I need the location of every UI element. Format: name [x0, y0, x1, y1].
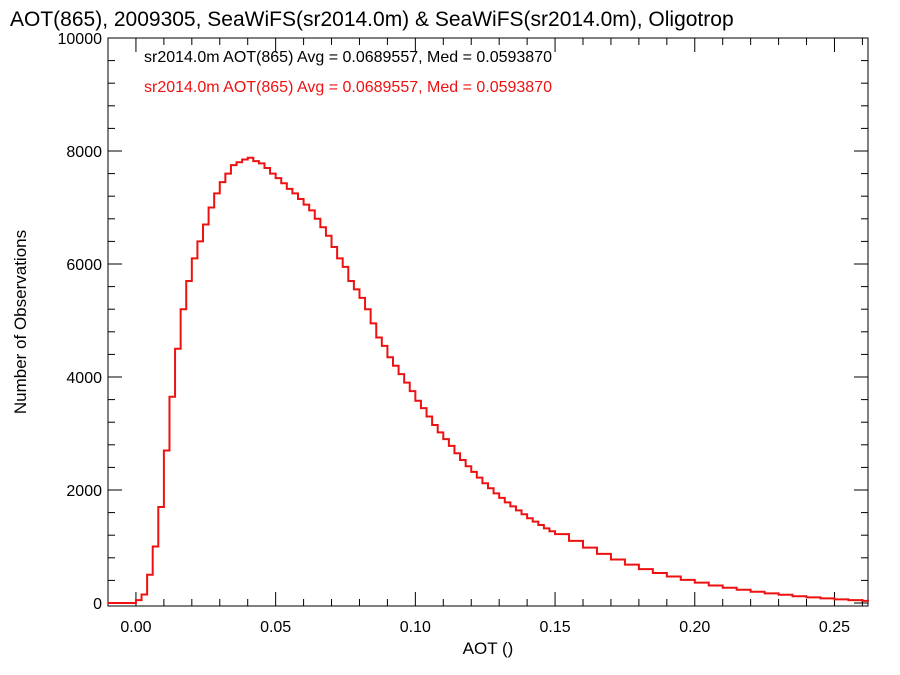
legend-entry-1: sr2014.0m AOT(865) Avg = 0.0689557, Med … [144, 49, 552, 66]
x-tick-label: 0.05 [260, 619, 291, 636]
y-tick-label: 2000 [66, 483, 102, 500]
x-tick-label: 0.15 [539, 619, 570, 636]
plot-frame [107, 37, 869, 607]
x-tick-label: 0.25 [819, 619, 850, 636]
y-tick-label: 10000 [58, 31, 103, 48]
x-axis: 0.00 0.05 0.10 0.15 0.20 0.25 [120, 38, 863, 636]
y-tick-label: 6000 [66, 257, 102, 274]
x-tick-label: 0.10 [400, 619, 431, 636]
x-tick-label: 0.00 [120, 619, 151, 636]
y-tick-label: 0 [93, 596, 102, 613]
y-tick-label: 4000 [66, 370, 102, 387]
y-axis-label: Number of Observations [11, 230, 30, 414]
histogram-series-line [108, 156, 869, 604]
y-tick-label: 8000 [66, 144, 102, 161]
y-axis: 0 2000 4000 6000 8000 10000 [58, 31, 868, 613]
legend-entry-2: sr2014.0m AOT(865) Avg = 0.0689557, Med … [144, 79, 552, 96]
x-axis-label: AOT () [463, 639, 514, 658]
chart-title: AOT(865), 2009305, SeaWiFS(sr2014.0m) & … [10, 8, 734, 31]
series-layer [108, 156, 869, 604]
x-tick-label: 0.20 [679, 619, 710, 636]
